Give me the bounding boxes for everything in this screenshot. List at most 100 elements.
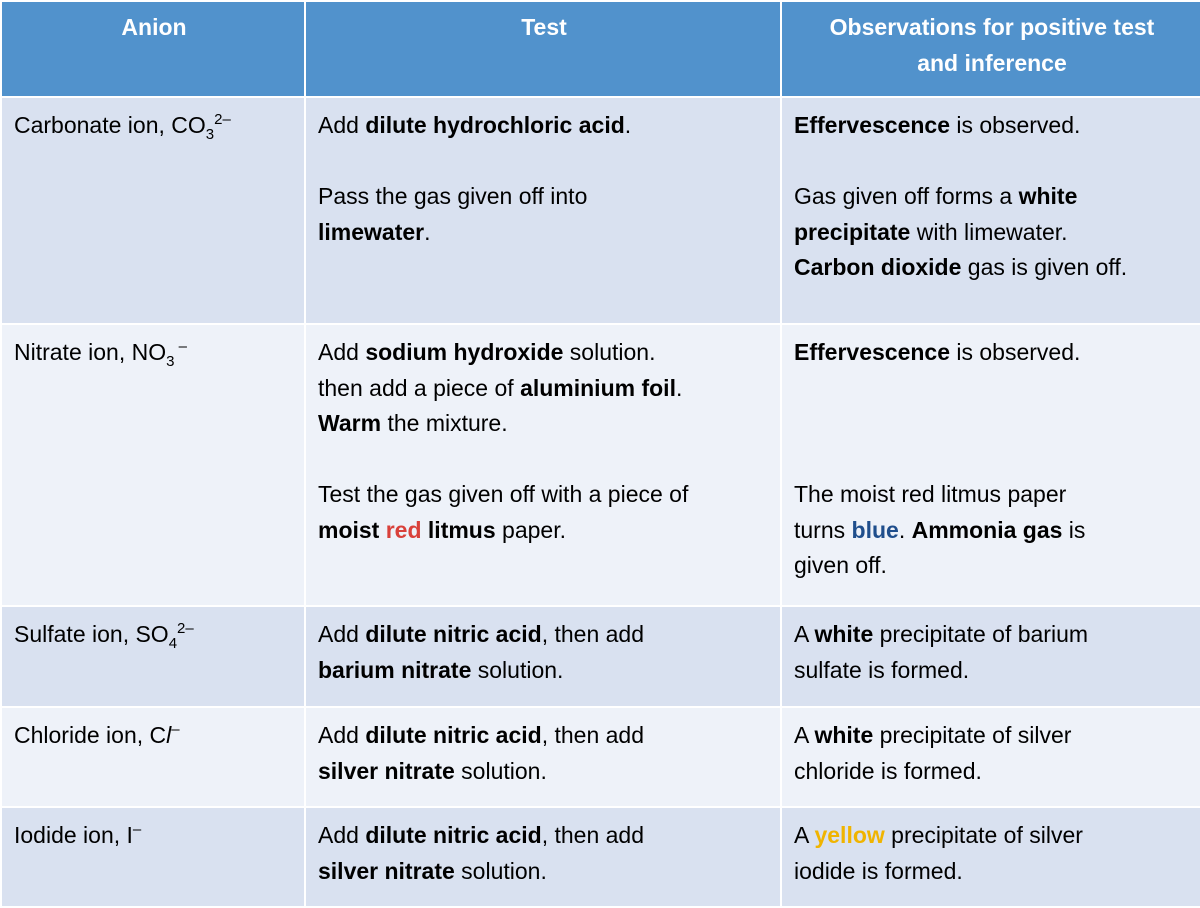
text: solution. <box>471 656 564 683</box>
text: . <box>898 516 912 543</box>
text: given off. <box>794 552 887 578</box>
text: precipitate of silver <box>884 822 1083 848</box>
text-line: then add a piece of aluminium foil. <box>318 371 770 407</box>
text-line <box>318 144 770 180</box>
text-line: Carbon dioxide gas is given off. <box>794 250 1190 286</box>
text-line: Add sodium hydroxide solution. <box>318 335 770 371</box>
text: turns <box>794 516 852 543</box>
text-line: Add dilute nitric acid, then add <box>318 718 770 754</box>
text-line: A white precipitate of barium <box>794 617 1190 653</box>
bold-text: blue <box>851 516 899 543</box>
observations-cell: Effervescence is observed. The moist red … <box>780 323 1200 607</box>
bold-text: Ammonia gas <box>911 516 1063 543</box>
text-line <box>794 442 1190 478</box>
bold-text: white <box>1018 183 1078 209</box>
text: solution. <box>563 339 656 365</box>
text: . <box>675 374 683 401</box>
text: . <box>424 218 431 245</box>
text: Test the gas given off with a piece of <box>318 481 689 507</box>
text-line: Effervescence is observed. <box>794 108 1190 144</box>
bold-text: red <box>385 516 422 543</box>
bold-text: Effervescence <box>794 339 950 365</box>
test-cell: Add dilute nitric acid, then add barium n… <box>304 605 782 708</box>
text-line: limewater. <box>318 215 770 251</box>
text: 3 <box>205 126 215 143</box>
text-line: Pass the gas given off into <box>318 179 770 215</box>
text: Pass the gas given off into <box>318 183 588 209</box>
text: chloride is formed. <box>794 757 982 784</box>
text: iodide is formed. <box>794 857 963 884</box>
header-anion: Anion <box>0 0 306 98</box>
text: A <box>794 722 815 748</box>
text: is observed. <box>950 112 1081 138</box>
text: Gas given off forms a <box>794 183 1019 209</box>
header-test: Test <box>304 0 782 98</box>
table-row-chloride: Chloride ion, Cl– Add dilute nitric acid,… <box>0 706 1200 808</box>
text-line: The moist red litmus paper <box>794 477 1190 513</box>
test-cell: Add dilute nitric acid, then add silver n… <box>304 806 782 908</box>
observations-cell: A yellow precipitate of silver iodide is … <box>780 806 1200 908</box>
bold-text: white <box>814 621 874 647</box>
text-line: Test the gas given off with a piece of <box>318 477 770 513</box>
anion-cell: Carbonate ion, CO32– <box>0 96 306 325</box>
text-line: turns blue. Ammonia gas is <box>794 513 1190 549</box>
table-row-carbonate: Carbonate ion, CO32– Add dilute hydrochlo… <box>0 96 1200 325</box>
text: precipitate of barium <box>873 621 1089 647</box>
bold-text: yellow <box>814 822 885 848</box>
text-line <box>794 406 1190 442</box>
text: gas is given off. <box>961 254 1128 280</box>
text-line: Chloride ion, Cl– <box>14 718 294 754</box>
text-line: Iodide ion, I– <box>14 818 294 854</box>
text-line: sulfate is formed. <box>794 653 1190 689</box>
text-line: iodide is formed. <box>794 854 1190 890</box>
observations-cell: Effervescence is observed. Gas given off … <box>780 96 1200 325</box>
bold-text: litmus <box>421 516 496 543</box>
bold-text: dilute nitric acid <box>365 822 542 848</box>
text: then add a piece of <box>318 374 521 401</box>
text: precipitate of silver <box>873 722 1072 748</box>
table-row-sulfate: Sulfate ion, SO42– Add dilute nitric acid… <box>0 605 1200 708</box>
text-line: A white precipitate of silver <box>794 718 1190 754</box>
text: l <box>166 722 172 748</box>
text: Carbonate ion, CO <box>14 112 206 138</box>
text-line: Sulfate ion, SO42– <box>14 617 294 653</box>
text: with limewater. <box>910 218 1068 245</box>
text-line: Warm the mixture. <box>318 406 770 442</box>
text: solution. <box>454 757 547 784</box>
text: , then add <box>541 621 645 647</box>
anion-cell: Nitrate ion, NO3 – <box>0 323 306 607</box>
text-line: silver nitrate solution. <box>318 854 770 890</box>
bold-text: barium nitrate <box>318 656 472 683</box>
text: the mixture. <box>381 410 508 436</box>
text-line <box>794 371 1190 407</box>
text: sulfate is formed. <box>794 656 970 683</box>
text: Add <box>318 822 366 848</box>
bold-text: Warm <box>318 410 382 436</box>
text: is observed. <box>950 339 1081 365</box>
text: – <box>171 721 180 738</box>
bold-text: Carbon dioxide <box>794 254 962 280</box>
text-line <box>318 442 770 478</box>
bold-text: limewater <box>318 218 425 245</box>
text-line: Add dilute nitric acid, then add <box>318 617 770 653</box>
text: Add <box>318 339 366 365</box>
text: – <box>174 338 187 355</box>
test-cell: Add sodium hydroxide solution. then add a… <box>304 323 782 607</box>
table-row-iodide: Iodide ion, I– Add dilute nitric acid, th… <box>0 806 1200 908</box>
text-line: chloride is formed. <box>794 754 1190 790</box>
text-line <box>794 144 1190 180</box>
observations-cell: A white precipitate of silver chloride is… <box>780 706 1200 808</box>
text: A <box>794 621 815 647</box>
text: The moist red litmus paper <box>794 481 1067 507</box>
bold-text: dilute nitric acid <box>365 621 542 647</box>
bold-text: moist <box>318 516 386 543</box>
test-cell: Add dilute hydrochloric acid. Pass the ga… <box>304 96 782 325</box>
test-cell: Add dilute nitric acid, then add silver n… <box>304 706 782 808</box>
bold-text: precipitate <box>794 218 911 245</box>
bold-text: silver nitrate <box>318 857 455 884</box>
text-line: given off. <box>794 548 1190 584</box>
text-line: Carbonate ion, CO32– <box>14 108 294 144</box>
text: Iodide ion, I <box>14 822 133 848</box>
text: Add <box>318 112 366 138</box>
anion-cell: Iodide ion, I– <box>0 806 306 908</box>
